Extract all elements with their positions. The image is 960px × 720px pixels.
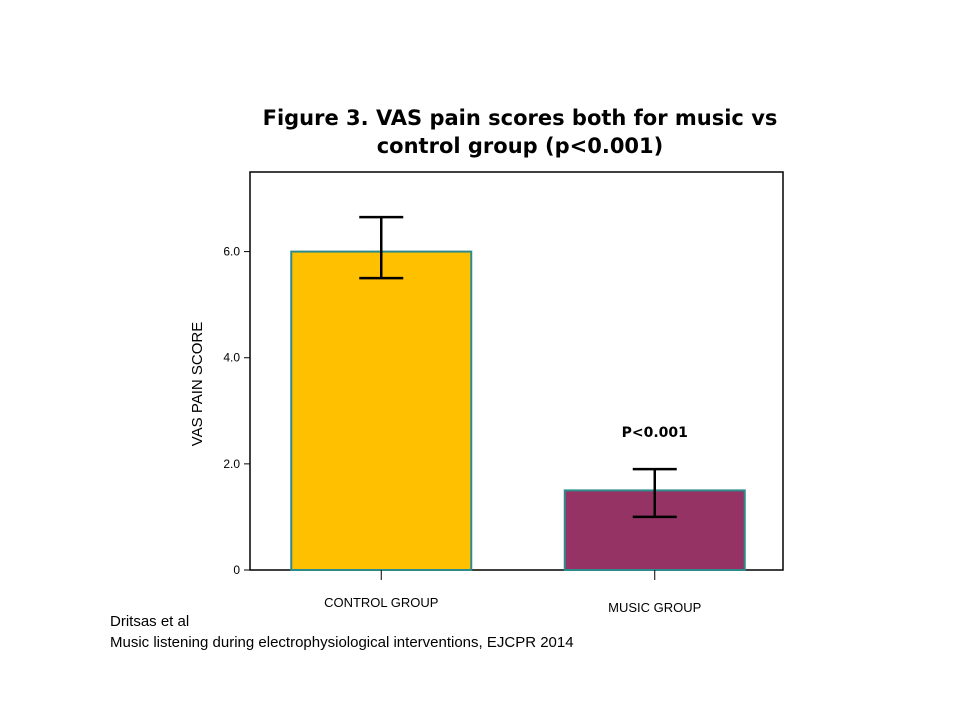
annotations: P<0.001 [622,425,688,441]
bar-0 [290,250,473,571]
plot-frame [249,171,784,571]
x-axis: CONTROL GROUP MUSIC GROUP [324,570,701,615]
y-axis-label: VAS PAIN SCORE [189,322,206,446]
chart-title-line-1: Figure 3. VAS pain scores both for music… [263,106,778,130]
x-tick-label: CONTROL GROUP [324,595,438,610]
citation-reference: Music listening during electrophysiologi… [110,634,574,651]
y-axis: 0 2.0 4.0 6.0 [223,245,250,577]
significance-annotation: P<0.001 [622,425,688,441]
y-tick-label: 6.0 [223,245,240,259]
y-tick-label: 2.0 [223,457,240,471]
bars-layer [290,215,746,571]
y-tick-label: 4.0 [223,351,240,365]
citation-authors: Dritsas et al [110,613,190,630]
y-tick-label: 0 [233,563,240,577]
x-tick-label: MUSIC GROUP [608,600,701,615]
chart-title-line-2: control group (p<0.001) [377,134,664,158]
